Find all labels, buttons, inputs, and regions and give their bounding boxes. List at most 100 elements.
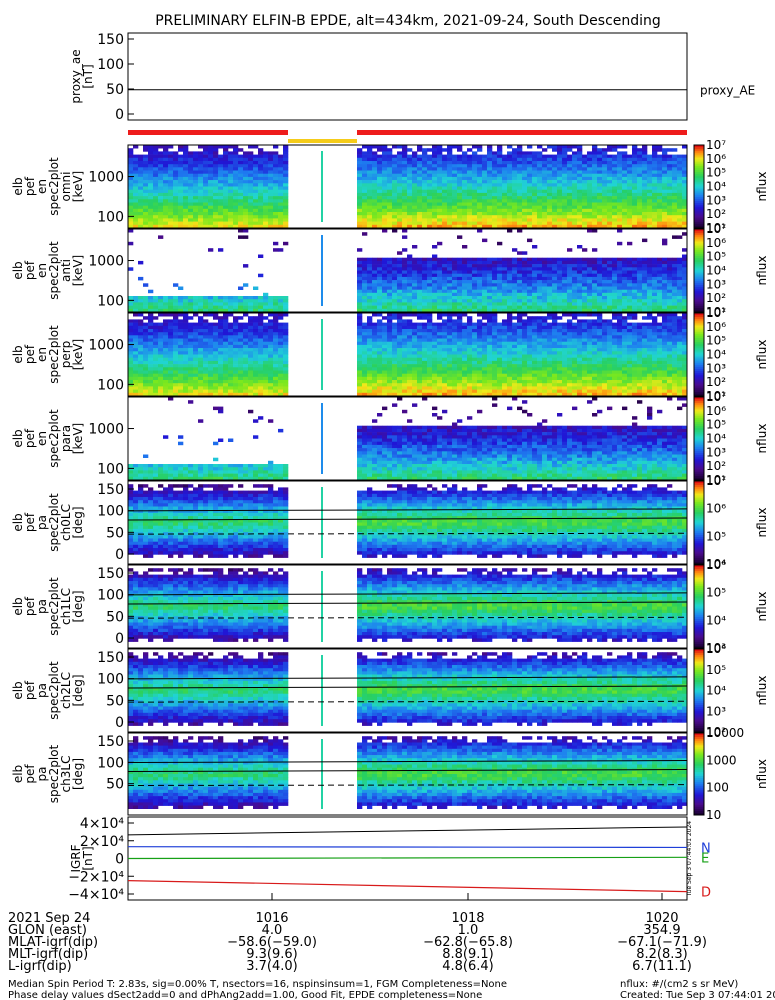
colorbar-tick-label: 10³ (706, 277, 726, 291)
heatmap-cell (667, 208, 673, 213)
heatmap-cell (362, 173, 368, 178)
heatmap-cell (567, 208, 573, 213)
heatmap-cell (472, 218, 478, 222)
heatmap-cell (462, 164, 468, 168)
heatmap-cell (627, 183, 633, 187)
heatmap-cell (467, 170, 473, 174)
heatmap-cell (223, 215, 229, 219)
heatmap-cell (402, 212, 408, 216)
heatmap-cell (527, 270, 533, 274)
heatmap-cell (407, 354, 413, 358)
heatmap-cell (422, 157, 428, 162)
heatmap-cell (502, 260, 508, 265)
heatmap-cell (367, 221, 373, 226)
heatmap-cell (672, 289, 678, 294)
heatmap-cell (258, 335, 264, 339)
heatmap-cell (647, 167, 653, 171)
heatmap-cell (163, 370, 169, 374)
heatmap-cell (627, 186, 633, 190)
heatmap-cell (273, 145, 279, 149)
heatmap-cell (278, 161, 284, 165)
heatmap-cell (552, 221, 558, 226)
heatmap-cell (153, 325, 159, 330)
heatmap-cell (183, 341, 189, 346)
heatmap-cell (662, 183, 668, 187)
heatmap-cell (657, 164, 663, 168)
heatmap-cell (527, 305, 533, 310)
heatmap-cell (677, 154, 683, 159)
heatmap-cell (193, 380, 199, 384)
heatmap-cell (457, 276, 463, 281)
heatmap-cell (662, 205, 668, 210)
heatmap-cell (637, 192, 643, 197)
heatmap-cell (492, 199, 498, 203)
heatmap-cell (278, 360, 284, 365)
heatmap-cell (422, 308, 428, 313)
heatmap-cell (392, 354, 398, 358)
heatmap-cell (672, 208, 678, 213)
heatmap-cell (492, 308, 498, 313)
heatmap-cell (228, 196, 234, 200)
heatmap-cell (552, 161, 558, 165)
heatmap-cell (128, 267, 134, 271)
heatmap-cell (128, 161, 134, 165)
heatmap-cell (248, 319, 254, 323)
heatmap-cell (168, 212, 174, 216)
heatmap-cell (602, 305, 608, 310)
heatmap-cell (607, 157, 613, 162)
heatmap-cell (477, 173, 483, 178)
heatmap-cell (537, 205, 543, 210)
heatmap-cell (567, 164, 573, 168)
heatmap-cell (397, 154, 403, 159)
heatmap-cell (148, 376, 154, 381)
heatmap-cell (233, 212, 239, 216)
heatmap-cell (233, 176, 239, 181)
heatmap-cell (178, 161, 184, 165)
heatmap-cell (632, 276, 638, 281)
heatmap-cell (682, 145, 688, 149)
heatmap-cell (258, 364, 264, 368)
heatmap-cell (527, 157, 533, 162)
heatmap-cell (208, 196, 214, 200)
heatmap-cell (662, 238, 668, 243)
heatmap-cell (632, 302, 638, 306)
heatmap-cell (258, 344, 264, 349)
heatmap-cell (577, 267, 583, 271)
heatmap-cell (367, 212, 373, 216)
heatmap-cell (143, 157, 149, 162)
heatmap-cell (557, 267, 563, 271)
heatmap-cell (258, 386, 264, 390)
heatmap-cell (198, 221, 204, 226)
heatmap-cell (587, 257, 593, 262)
heatmap-cell (263, 376, 269, 381)
heatmap-cell (173, 202, 179, 206)
heatmap-cell (467, 148, 473, 152)
heatmap-cell (268, 364, 274, 368)
heatmap-cell (522, 264, 528, 268)
heatmap-cell (652, 273, 658, 278)
heatmap-cell (462, 173, 468, 178)
heatmap-cell (477, 218, 483, 222)
heatmap-cell (487, 273, 493, 278)
heatmap-cell (133, 205, 139, 210)
heatmap-cell (268, 376, 274, 381)
heatmap-cell (248, 215, 254, 219)
heatmap-cell (362, 332, 368, 336)
heatmap-cell (497, 218, 503, 222)
colorbar-step (694, 260, 704, 263)
heatmap-cell (407, 157, 413, 162)
heatmap-cell (397, 344, 403, 349)
heatmap-cell (148, 212, 154, 216)
heatmap-cell (682, 173, 688, 178)
heatmap-cell (278, 357, 284, 362)
heatmap-cell (243, 305, 249, 310)
heatmap-cell (203, 176, 209, 181)
heatmap-cell (567, 260, 573, 265)
heatmap-cell (667, 292, 673, 297)
heatmap-cell (392, 196, 398, 200)
heatmap-cell (642, 286, 648, 290)
heatmap-cell (402, 370, 408, 374)
heatmap-cell (153, 183, 159, 187)
heatmap-cell (377, 319, 383, 323)
heatmap-cell (392, 205, 398, 210)
